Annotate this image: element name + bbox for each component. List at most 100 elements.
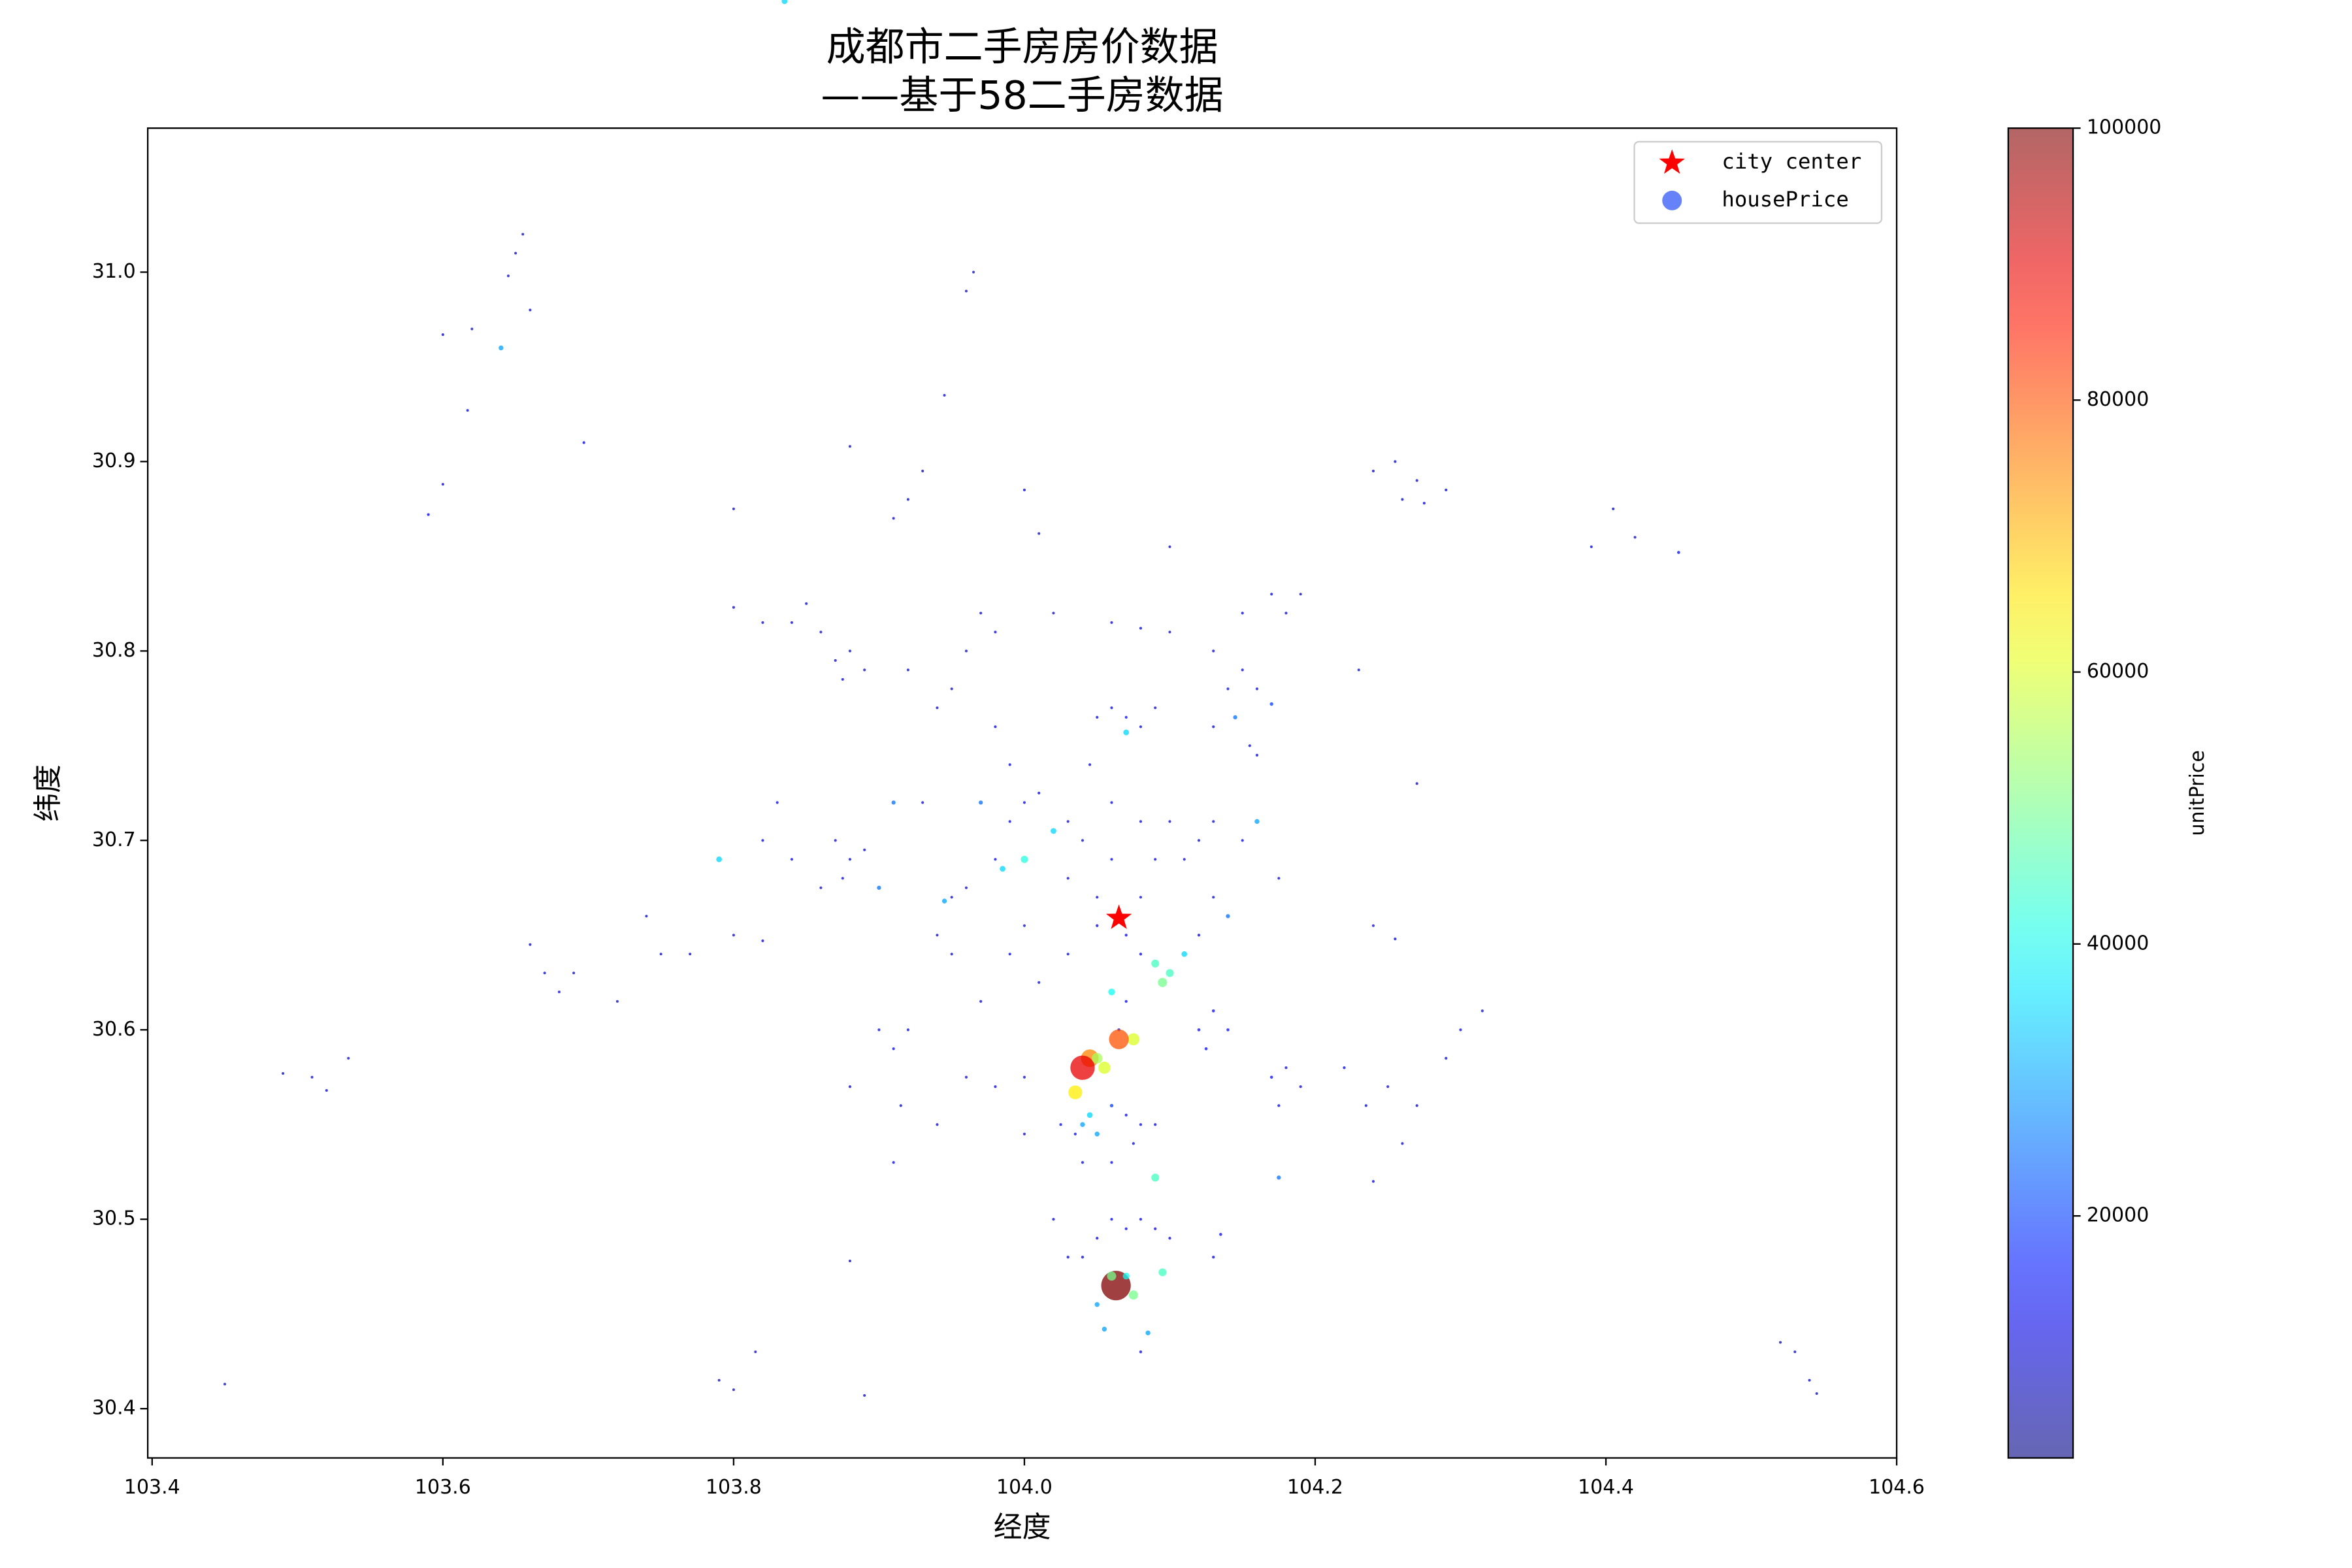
chart-title: 成都市二手房房价数据: [826, 25, 1218, 71]
house-point: [1051, 828, 1056, 834]
house-point: [761, 839, 764, 842]
house-point: [1284, 1066, 1288, 1070]
house-point: [936, 1123, 939, 1126]
house-point: [761, 939, 764, 943]
house-point: [1168, 545, 1171, 548]
house-point: [1445, 488, 1448, 491]
house-point: [841, 877, 844, 880]
house-point: [1070, 1055, 1095, 1080]
house-point: [877, 885, 881, 890]
y-tick-label: 30.7: [92, 828, 136, 851]
house-point: [1343, 1066, 1346, 1070]
legend-marker: [1662, 190, 1682, 210]
house-point: [1415, 479, 1418, 482]
house-point: [921, 469, 924, 472]
colorbar-label: unitPrice: [2186, 750, 2209, 836]
house-point: [325, 1089, 328, 1092]
house-point: [950, 687, 953, 691]
house-point: [781, 0, 788, 5]
house-point: [1793, 1350, 1797, 1354]
house-point: [941, 898, 947, 904]
house-point: [834, 839, 837, 842]
house-point: [732, 934, 736, 937]
house-point: [892, 1161, 895, 1164]
house-point: [1212, 649, 1215, 653]
house-point: [1269, 1075, 1273, 1079]
house-point: [1037, 532, 1041, 535]
house-point: [732, 1388, 735, 1392]
house-point: [1154, 706, 1157, 710]
house-point: [848, 1085, 852, 1088]
house-point: [732, 507, 735, 510]
house-point: [441, 333, 444, 336]
house-point: [223, 1382, 227, 1386]
house-point: [529, 308, 532, 312]
y-tick-label: 30.6: [92, 1018, 136, 1041]
house-point: [1154, 1227, 1157, 1230]
house-point: [1124, 715, 1128, 719]
house-point: [1102, 1326, 1107, 1332]
house-point: [1633, 536, 1637, 539]
house-point: [1168, 1237, 1171, 1240]
house-point: [1371, 1180, 1375, 1183]
x-tick-label: 104.6: [1869, 1476, 1925, 1499]
house-point: [1154, 858, 1157, 861]
house-point: [1037, 791, 1041, 794]
colorbar-tick-label: 20000: [2087, 1204, 2149, 1227]
house-point: [1226, 687, 1230, 691]
y-tick-label: 30.4: [92, 1397, 136, 1420]
house-point: [1096, 924, 1099, 927]
house-point: [1110, 1161, 1113, 1164]
house-point: [1197, 934, 1201, 937]
house-point: [776, 801, 779, 804]
house-point: [790, 858, 794, 861]
house-point: [1277, 1175, 1281, 1180]
house-point: [863, 848, 866, 851]
house-point: [848, 445, 851, 448]
house-point: [689, 953, 692, 956]
x-tick-label: 103.4: [124, 1476, 180, 1499]
house-point: [1197, 839, 1201, 842]
house-point: [1096, 715, 1099, 719]
house-point: [1277, 877, 1281, 880]
legend-label: city center: [1722, 149, 1861, 174]
house-point: [834, 659, 837, 662]
house-point: [1037, 981, 1041, 984]
house-point: [1127, 1033, 1140, 1046]
house-point: [1081, 1161, 1085, 1164]
house-point: [805, 602, 808, 605]
house-point: [1022, 1132, 1026, 1135]
house-point: [1139, 627, 1143, 630]
house-point: [1109, 1103, 1114, 1107]
house-point: [659, 953, 662, 956]
house-point: [1096, 896, 1099, 899]
house-point: [615, 1000, 619, 1003]
house-point: [1110, 621, 1113, 624]
house-point: [1168, 630, 1171, 634]
house-point: [572, 972, 576, 975]
house-point: [1110, 706, 1113, 710]
house-point: [1211, 1009, 1215, 1013]
house-point: [964, 289, 968, 293]
house-point: [1394, 460, 1397, 463]
house-point: [1401, 1142, 1404, 1145]
house-point: [1371, 469, 1375, 473]
house-point: [921, 801, 924, 804]
house-point: [1394, 938, 1397, 941]
house-point: [848, 649, 851, 653]
house-point: [1590, 545, 1593, 548]
house-point: [1212, 725, 1215, 728]
house-point: [979, 800, 983, 805]
house-point: [1233, 715, 1237, 720]
house-point: [1094, 1132, 1100, 1137]
house-point: [1151, 1173, 1160, 1182]
house-point: [1139, 896, 1143, 899]
house-point: [716, 856, 723, 862]
house-point: [582, 441, 585, 444]
house-point: [1139, 725, 1143, 728]
house-point: [1145, 1330, 1151, 1335]
house-point: [1415, 1104, 1418, 1107]
house-point: [1139, 953, 1143, 956]
house-point: [1096, 1237, 1099, 1240]
house-point: [1124, 934, 1128, 937]
